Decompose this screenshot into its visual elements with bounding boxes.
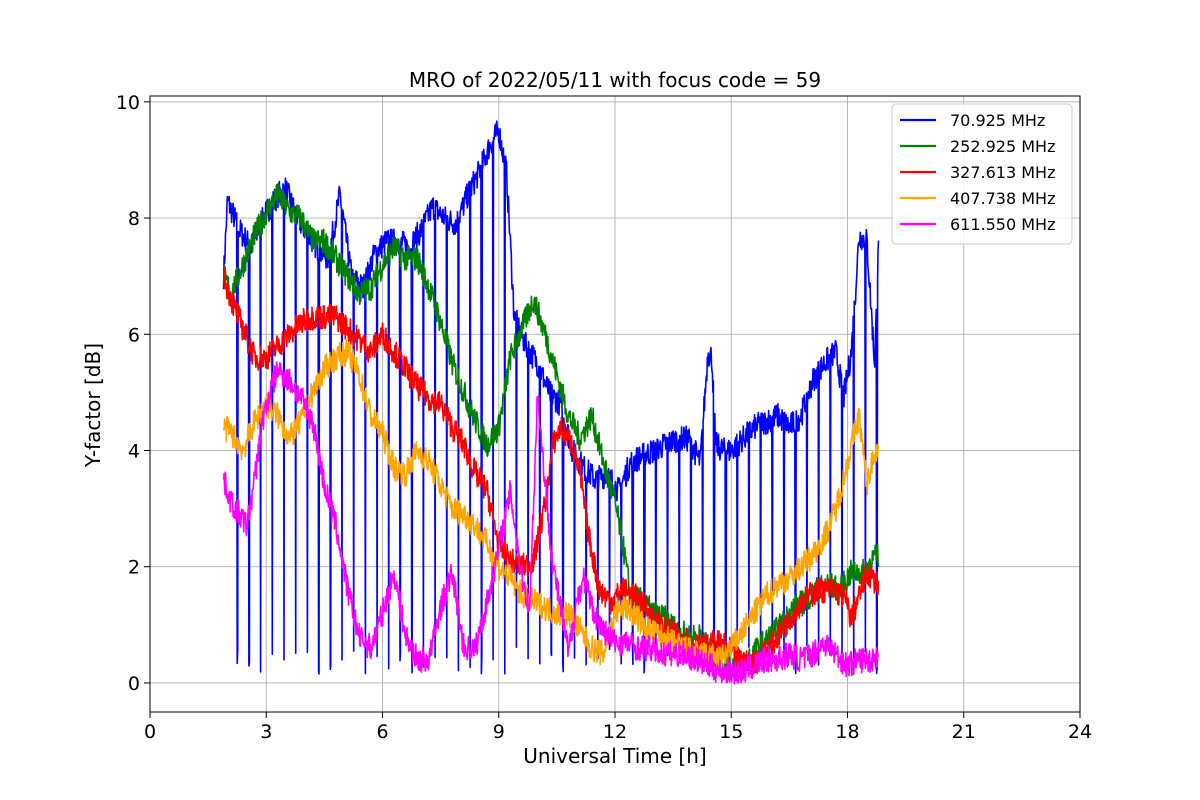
x-tick-label: 15 xyxy=(719,721,743,743)
y-axis-title: Y-factor [dB] xyxy=(81,343,105,468)
x-tick-label: 21 xyxy=(952,721,976,743)
y-tick-label: 2 xyxy=(128,557,140,579)
legend-label-1: 252.925 MHz xyxy=(950,137,1055,156)
legend-label-3: 407.738 MHz xyxy=(950,189,1055,208)
x-tick-label: 6 xyxy=(376,721,388,743)
legend: 70.925 MHz 252.925 MHz 327.613 MHz 407.738 … xyxy=(891,103,1073,245)
x-tick-label: 18 xyxy=(835,721,859,743)
legend-label-4: 611.550 MHz xyxy=(950,215,1055,234)
x-tick-label: 3 xyxy=(260,721,272,743)
y-tick-label: 8 xyxy=(128,208,140,230)
y-tick-label: 10 xyxy=(116,92,140,114)
x-tick-label: 24 xyxy=(1068,721,1092,743)
legend-label-0: 70.925 MHz xyxy=(950,111,1045,130)
series-line-2 xyxy=(222,267,880,679)
chart-title: MRO of 2022/05/11 with focus code = 59 xyxy=(409,68,821,92)
x-axis-title: Universal Time [h] xyxy=(523,744,706,768)
legend-label-2: 327.613 MHz xyxy=(950,163,1055,182)
y-tick-label: 4 xyxy=(128,440,140,462)
legend-box xyxy=(891,103,1073,245)
series-lines xyxy=(222,120,880,685)
x-tick-label: 12 xyxy=(603,721,627,743)
y-tick-label: 6 xyxy=(128,324,140,346)
series-line-0 xyxy=(222,120,880,675)
x-tick-label: 0 xyxy=(144,721,156,743)
y-tick-label: 0 xyxy=(128,673,140,695)
series-line-3 xyxy=(222,338,880,672)
x-tick-label: 9 xyxy=(493,721,505,743)
series-line-4 xyxy=(222,361,880,685)
